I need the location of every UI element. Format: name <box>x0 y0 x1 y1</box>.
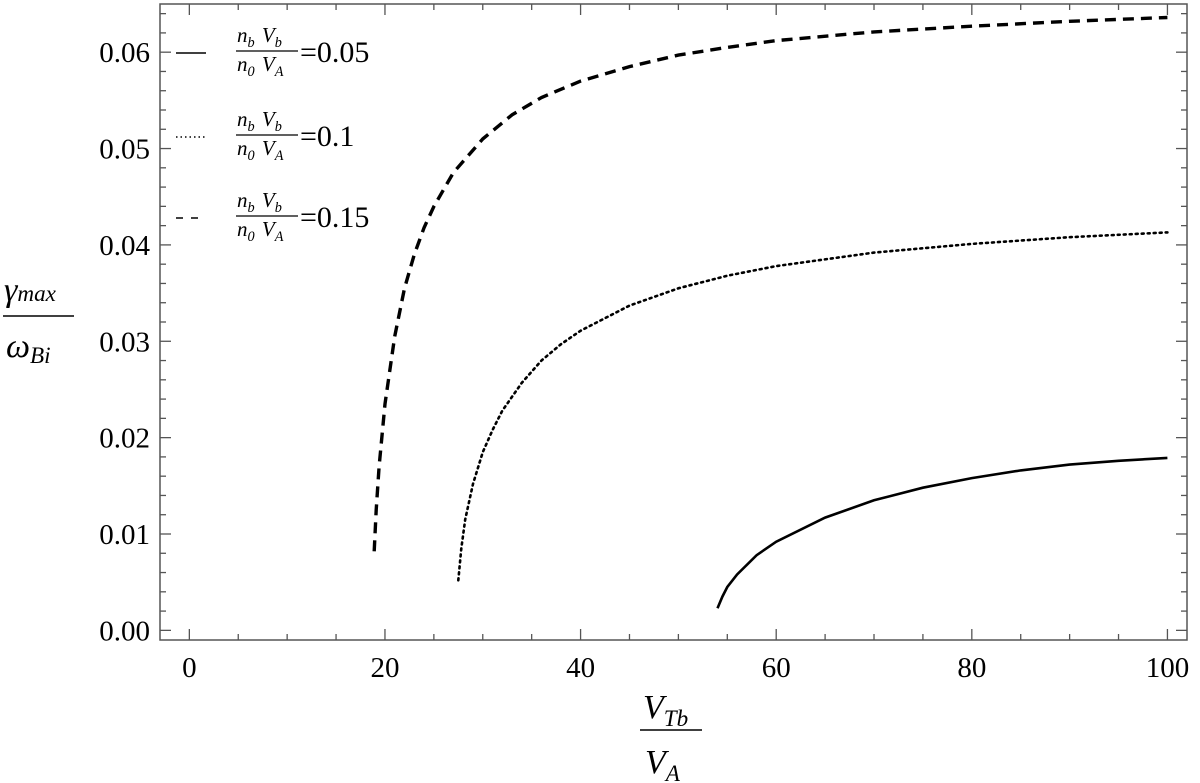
y-tick-label: 0.04 <box>99 230 150 262</box>
x-tick-label: 20 <box>370 652 399 684</box>
y-axis-ticks: 0.00 0.01 0.02 0.03 0.04 0.05 0.06 <box>99 12 1187 647</box>
x-tick-label: 100 <box>1146 652 1190 684</box>
x-axis-ticks: 0 20 40 60 80 100 <box>182 4 1189 684</box>
legend-fraction-denominator: n0 VA <box>237 217 284 245</box>
y-tick-label: 0.00 <box>99 615 150 647</box>
series-layer <box>372 15 1169 609</box>
legend-value-label: =0.15 <box>300 201 369 234</box>
series-line-dotted <box>457 231 1169 582</box>
legend-fraction-denominator: n0 VA <box>237 136 284 164</box>
series-line-solid <box>716 456 1168 609</box>
x-label-numerator: VTb <box>643 689 688 732</box>
legend-fraction-numerator: nb Vb <box>237 107 282 135</box>
x-tick-label: 60 <box>762 652 791 684</box>
legend-fraction-denominator: n0 VA <box>237 52 284 80</box>
y-axis-label: γmax ωBi <box>3 272 74 369</box>
y-label-denominator: ωBi <box>6 328 51 369</box>
legend-value-label: =0.05 <box>300 36 369 69</box>
x-axis-label: VTb VA <box>640 689 702 783</box>
plot-frame <box>159 3 1188 641</box>
y-tick-label: 0.02 <box>99 423 150 455</box>
legend-fraction-numerator: nb Vb <box>237 188 282 216</box>
y-tick-label: 0.01 <box>99 519 150 551</box>
series-line-dashed <box>372 15 1168 552</box>
y-label-numerator: γmax <box>4 272 57 309</box>
x-label-denominator: VA <box>645 744 681 783</box>
legend-value-label: =0.1 <box>300 120 354 153</box>
x-tick-label: 40 <box>566 652 595 684</box>
x-tick-label: 0 <box>182 652 197 684</box>
y-tick-label: 0.06 <box>99 37 150 69</box>
x-tick-label: 80 <box>957 652 986 684</box>
y-tick-label: 0.03 <box>99 326 150 358</box>
y-tick-label: 0.05 <box>99 134 150 166</box>
legend-fraction-numerator: nb Vb <box>237 23 282 51</box>
